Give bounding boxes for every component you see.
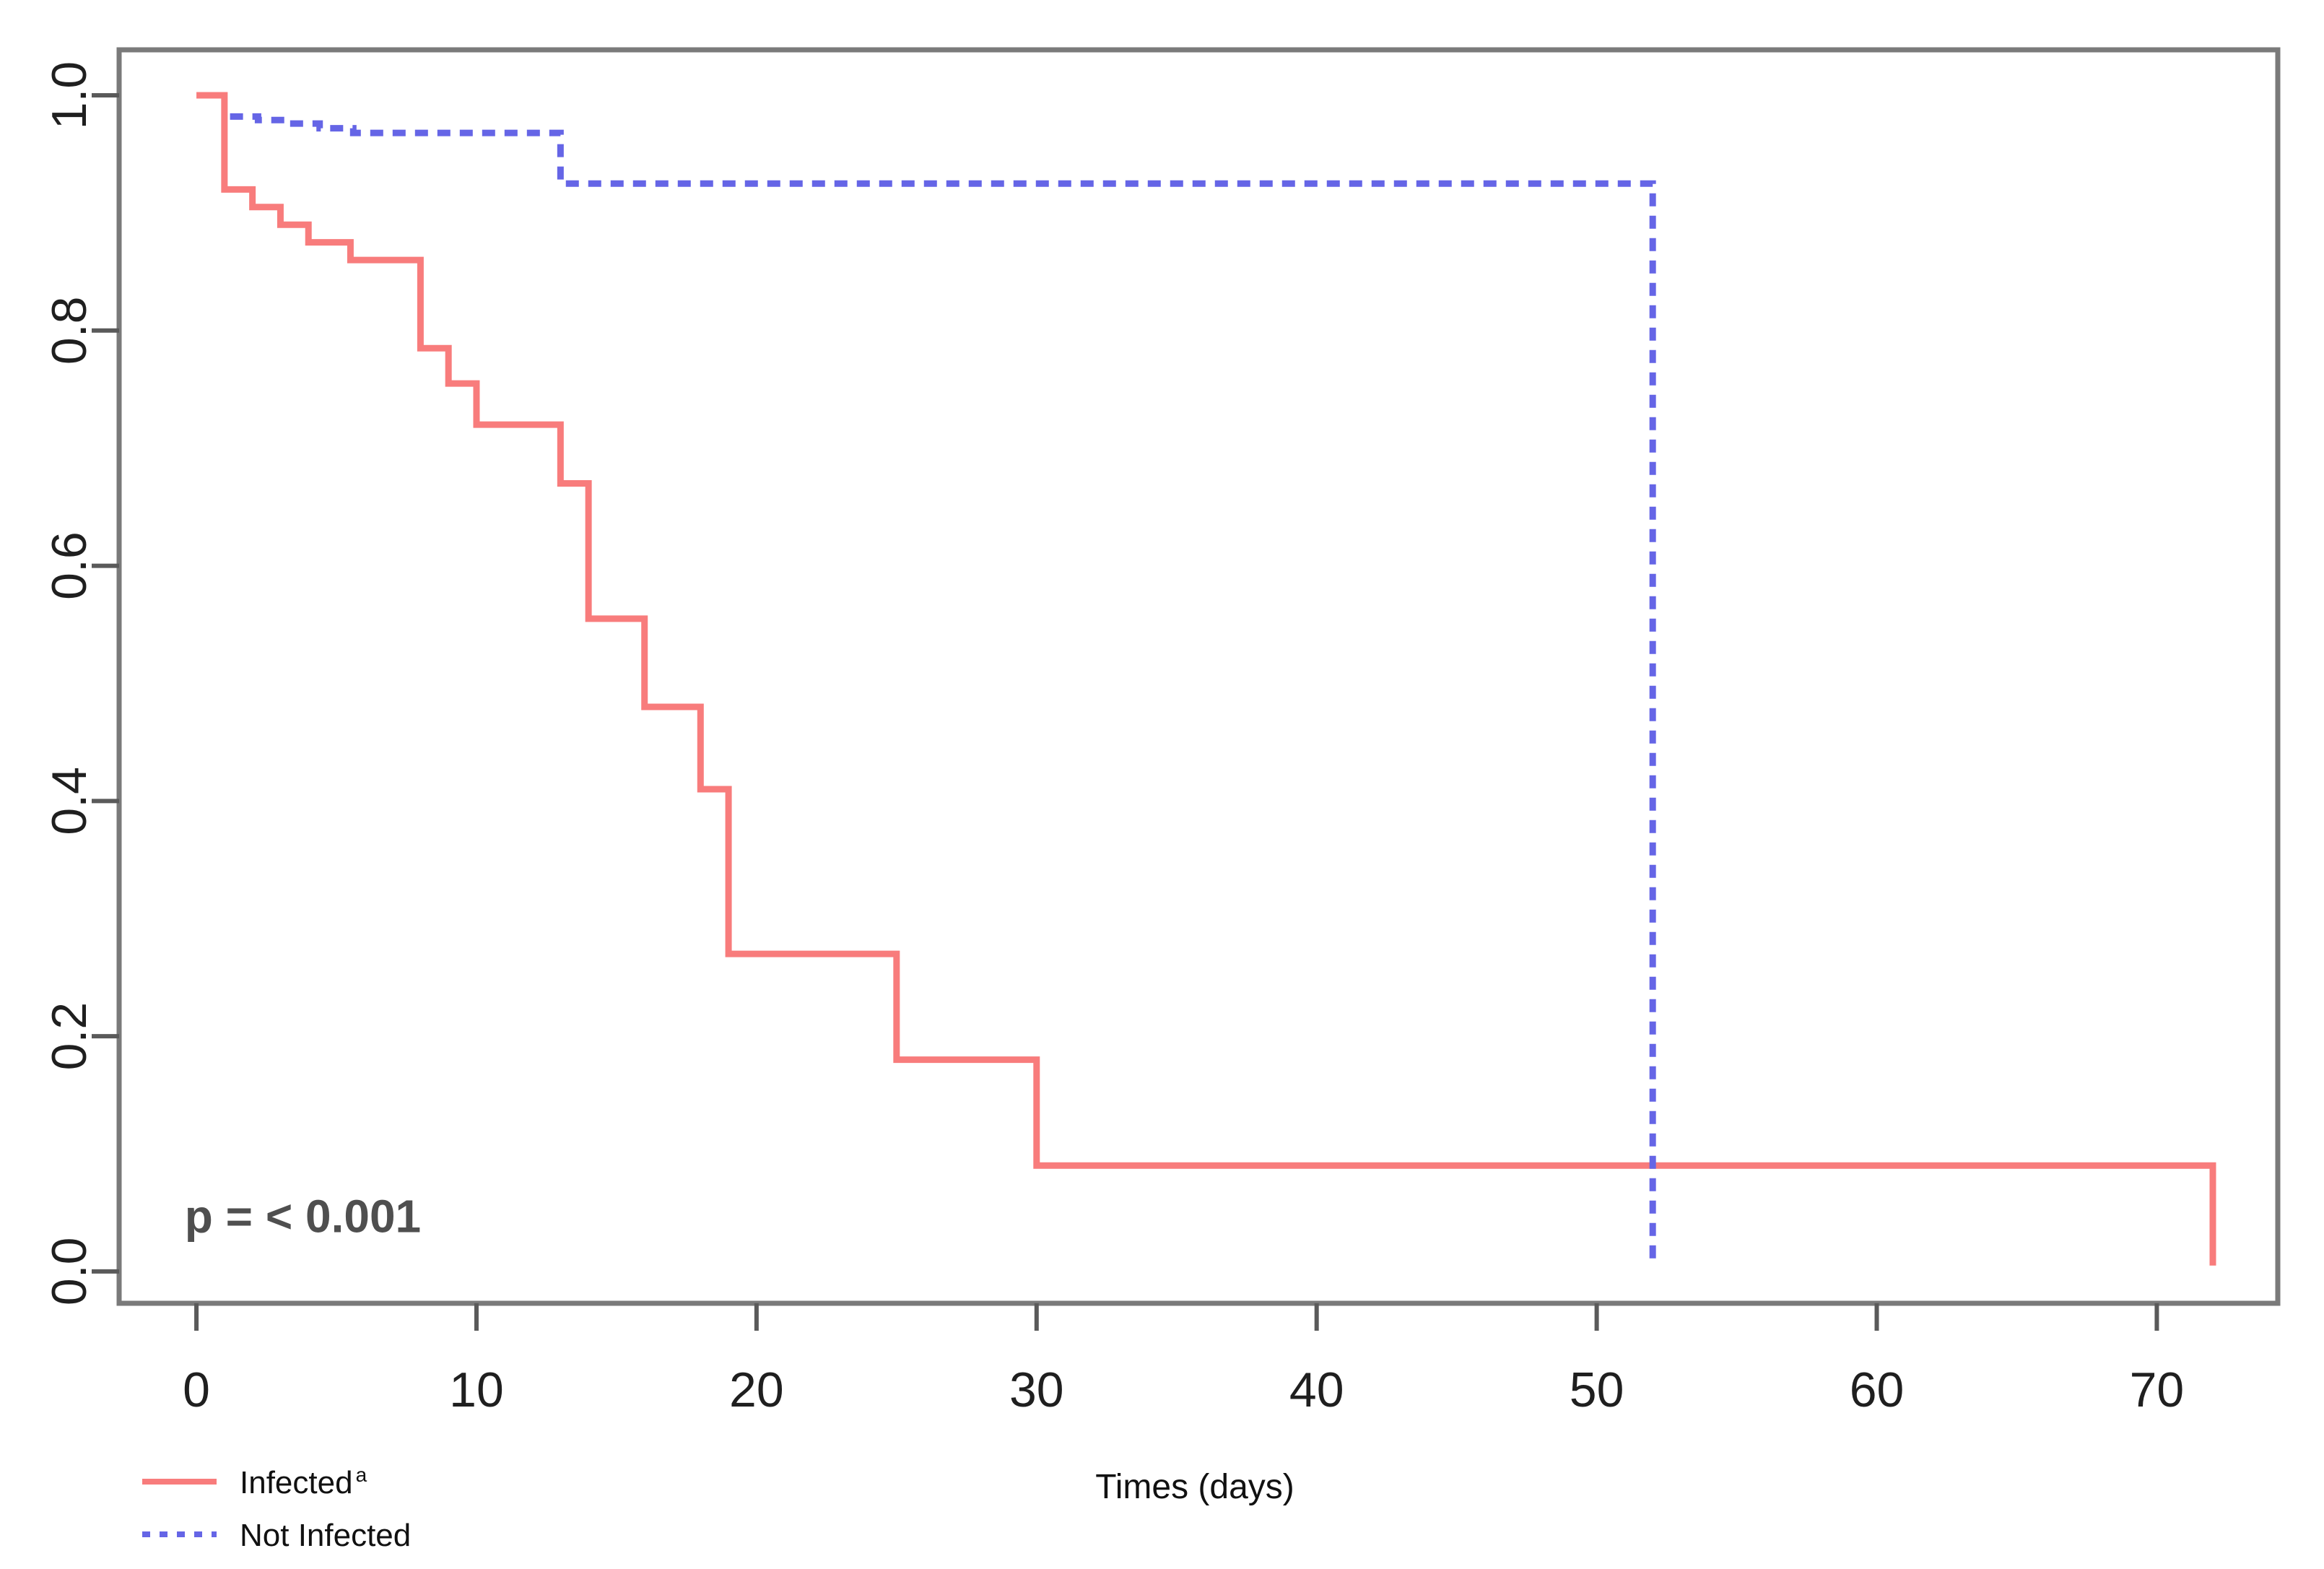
y-tick-label: 0.0 [42,1238,97,1306]
infected-curve [196,92,2216,1266]
y-tick-label: 0.6 [42,531,97,600]
x-tick-label: 40 [1289,1362,1344,1417]
x-tick-label: 0 [183,1362,210,1417]
not-infected-curve [230,113,1656,1266]
legend-infected-label: Infected a [240,1464,367,1500]
legend-not-infected-label: Not Infected [240,1518,411,1553]
p-value-text: p = < 0.001 [185,1190,421,1242]
legend-not-infected-label-text: Not Infected [240,1518,411,1553]
x-tick-label: 10 [449,1362,504,1417]
plot-border [116,47,2281,1306]
x-tick-label: 50 [1570,1362,1624,1417]
y-tick-label: 0.8 [42,297,97,365]
legend-infected-superscript: a [356,1464,367,1486]
y-tick-label: 0.2 [42,1002,97,1071]
x-tick-label: 20 [729,1362,784,1417]
y-tick-label: 1.0 [42,61,97,130]
legend: Infected a Not Infected [142,1464,411,1553]
legend-infected-label-text: Infected [240,1465,353,1500]
x-tick-label: 70 [2130,1362,2185,1417]
x-axis-title: Times (days) [1095,1468,1294,1506]
x-tick-label: 60 [1850,1362,1905,1417]
y-tick-label: 0.4 [42,767,97,835]
x-tick-label: 30 [1009,1362,1064,1417]
